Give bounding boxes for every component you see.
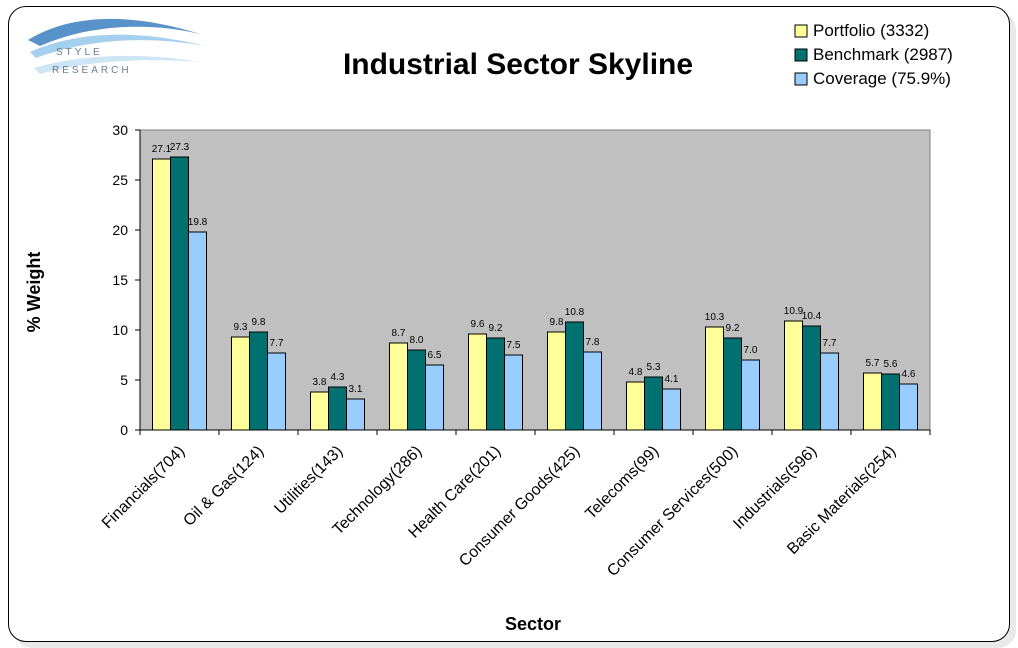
bar bbox=[407, 349, 426, 431]
bar-value-label: 7.8 bbox=[586, 337, 600, 348]
bar bbox=[802, 325, 821, 431]
bar-value-label: 4.6 bbox=[902, 369, 916, 380]
bar-value-label: 10.3 bbox=[705, 312, 725, 323]
bar bbox=[188, 231, 207, 431]
bar bbox=[644, 376, 663, 431]
bar-value-label: 9.2 bbox=[726, 323, 740, 334]
y-tick-label: 10 bbox=[112, 322, 128, 338]
bar-value-label: 5.6 bbox=[884, 359, 898, 370]
style-research-logo: STYLE RESEARCH bbox=[28, 18, 205, 76]
x-tick-label: Financials(704) bbox=[99, 443, 188, 532]
bar-value-label: 10.9 bbox=[784, 306, 804, 317]
y-tick-label: 15 bbox=[112, 272, 128, 288]
bar bbox=[662, 388, 681, 431]
bar bbox=[863, 372, 882, 431]
bar bbox=[468, 333, 487, 431]
y-tick-label: 30 bbox=[112, 122, 128, 138]
bar bbox=[249, 331, 268, 431]
bar-value-label: 8.7 bbox=[392, 328, 406, 339]
bar-value-label: 3.8 bbox=[313, 377, 327, 388]
bar-value-label: 7.5 bbox=[507, 340, 521, 351]
y-tick-label: 0 bbox=[120, 422, 128, 438]
bar bbox=[583, 351, 602, 431]
bar-value-label: 5.3 bbox=[647, 362, 661, 373]
bar-value-label: 7.7 bbox=[270, 338, 284, 349]
bar-value-label: 9.6 bbox=[471, 319, 485, 330]
bar-value-label: 4.8 bbox=[629, 367, 643, 378]
legend-swatch bbox=[794, 72, 808, 86]
legend-swatch bbox=[794, 24, 808, 38]
logo-text-line2: RESEARCH bbox=[52, 65, 132, 76]
bar bbox=[565, 321, 584, 431]
bar-value-label: 19.8 bbox=[188, 217, 208, 228]
x-tick-label: Oil & Gas(124) bbox=[180, 443, 267, 530]
bar-value-label: 4.1 bbox=[665, 374, 679, 385]
x-tick-label: Industrials(596) bbox=[730, 443, 820, 533]
bar-value-label: 9.2 bbox=[489, 323, 503, 334]
legend-swatch bbox=[794, 48, 808, 62]
y-axis-title: % Weight bbox=[24, 252, 44, 333]
bar bbox=[328, 386, 347, 431]
bar-value-label: 3.1 bbox=[349, 384, 363, 395]
legend-label: Portfolio (3332) bbox=[813, 21, 929, 40]
bar-value-label: 8.0 bbox=[410, 335, 424, 346]
bar bbox=[547, 331, 566, 431]
bars bbox=[152, 156, 918, 431]
bar-value-label: 9.3 bbox=[234, 322, 248, 333]
x-tick-label: Utilities(143) bbox=[271, 443, 346, 518]
bar bbox=[881, 373, 900, 431]
bar bbox=[626, 381, 645, 431]
bar-value-label: 7.0 bbox=[744, 345, 758, 356]
bar bbox=[705, 326, 724, 431]
logo-text-line1: STYLE bbox=[56, 47, 103, 58]
y-tick-label: 5 bbox=[120, 372, 128, 388]
bar bbox=[741, 359, 760, 431]
bar-value-label: 10.8 bbox=[565, 307, 585, 318]
bar-value-label: 5.7 bbox=[866, 358, 880, 369]
bar-value-label: 4.3 bbox=[331, 372, 345, 383]
y-tick-label: 20 bbox=[112, 222, 128, 238]
y-tick-label: 25 bbox=[112, 172, 128, 188]
bar bbox=[899, 383, 918, 431]
x-axis-title: Sector bbox=[505, 614, 561, 634]
bar bbox=[486, 337, 505, 431]
data-labels: 27.127.3 19.8 9.3 9.8 7.7 3.8 4.3 3.1 8.7 8.0 6.5 9… bbox=[152, 142, 916, 395]
bar bbox=[425, 364, 444, 431]
bar-value-label: 27.3 bbox=[170, 142, 190, 153]
bar bbox=[784, 320, 803, 431]
bar bbox=[267, 352, 286, 431]
bar-value-label: 9.8 bbox=[550, 317, 564, 328]
bar-value-label: 6.5 bbox=[428, 350, 442, 361]
bar bbox=[170, 156, 189, 431]
bar-value-label: 7.7 bbox=[823, 338, 837, 349]
legend-label: Benchmark (2987) bbox=[813, 45, 953, 64]
legend: Portfolio (3332) Benchmark (2987) Coverage… bbox=[794, 21, 953, 88]
bar bbox=[820, 352, 839, 431]
x-axis-ticks bbox=[139, 430, 931, 435]
bar bbox=[152, 158, 171, 431]
x-tick-label: Telecoms(99) bbox=[582, 443, 662, 523]
bar bbox=[346, 398, 365, 431]
category-labels: Financials(704)Oil & Gas(124) Utilities(1… bbox=[99, 443, 899, 580]
bar bbox=[310, 391, 329, 431]
bar-value-label: 10.4 bbox=[802, 311, 822, 322]
legend-label: Coverage (75.9%) bbox=[813, 69, 951, 88]
bar-value-label: 9.8 bbox=[252, 317, 266, 328]
x-tick-label: Consumer Services(500) bbox=[604, 443, 741, 580]
bar bbox=[389, 342, 408, 431]
bar bbox=[504, 354, 523, 431]
bar bbox=[231, 336, 250, 431]
bar bbox=[723, 337, 742, 431]
chart-title: Industrial Sector Skyline bbox=[343, 48, 693, 81]
y-axis-ticks: 0 5 10 15 20 25 30 bbox=[112, 122, 140, 438]
bar-value-label: 27.1 bbox=[152, 144, 172, 155]
